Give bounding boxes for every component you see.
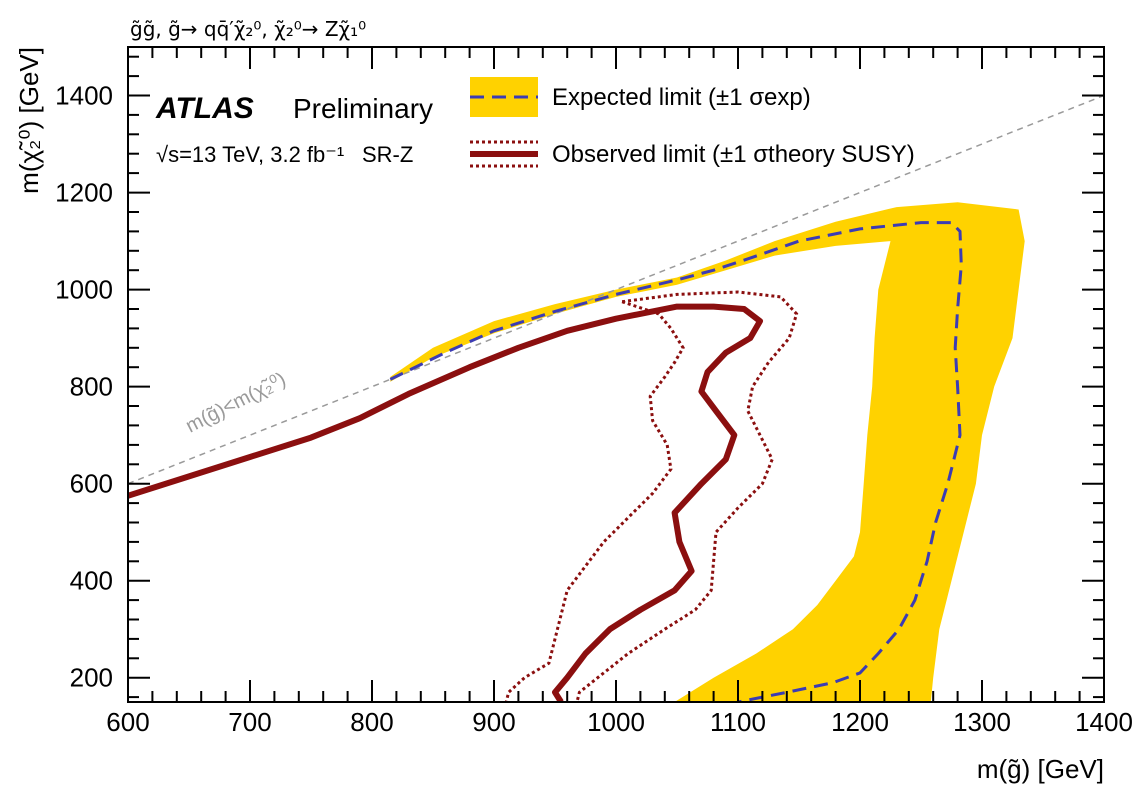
plot-area <box>128 94 1104 702</box>
energy-lumi-label: √s=13 TeV, 3.2 fb⁻¹ <box>156 142 344 167</box>
y-tick-label: 1200 <box>55 178 113 208</box>
legend-expected-label: Expected limit (±1 σexp) <box>552 84 811 111</box>
x-tick-label: 600 <box>106 707 149 737</box>
diagonal-label: m(g̃)<m(χ̃₂⁰) <box>182 368 289 437</box>
y-tick-label: 1000 <box>55 275 113 305</box>
atlas-label: ATLAS <box>155 92 254 125</box>
x-tick-label: 800 <box>350 707 393 737</box>
y-axis-ticks <box>128 55 1104 699</box>
x-tick-label: 1000 <box>587 707 645 737</box>
y-axis-title: m(χ̃₂⁰) [GeV] <box>14 47 44 194</box>
y-axis-tick-labels: 200 400 600 800 1000 1200 1400 <box>55 81 113 693</box>
x-tick-label: 1200 <box>831 707 889 737</box>
process-label: g̃g̃, g̃→ qq̄′χ̃₂⁰, χ̃₂⁰→ Zχ̃₁⁰ <box>130 17 366 41</box>
observed-theory-up-line <box>575 290 799 702</box>
expected-limit-line <box>389 221 963 702</box>
observed-limit-line <box>128 303 763 702</box>
x-tick-label: 1100 <box>710 707 766 737</box>
legend-observed-label: Observed limit (±1 σtheory SUSY) <box>552 141 915 168</box>
observed-theory-down-line <box>504 300 685 702</box>
y-tick-label: 200 <box>70 663 113 693</box>
legend: Expected limit (±1 σexp) Observed limit … <box>470 77 915 168</box>
signal-region-label: SR-Z <box>362 142 413 167</box>
x-axis-title: m(g̃) [GeV] <box>977 754 1104 784</box>
x-tick-label: 1400 <box>1075 707 1133 737</box>
y-tick-label: 800 <box>70 372 113 402</box>
y-tick-label: 1400 <box>55 81 113 111</box>
expected-limit-band <box>390 202 1025 702</box>
x-tick-label: 700 <box>228 707 271 737</box>
x-tick-label: 900 <box>472 707 515 737</box>
preliminary-label: Preliminary <box>293 93 433 124</box>
x-axis-tick-labels: 600 700 800 900 1000 1100 1200 1300 1400 <box>106 707 1133 737</box>
x-axis-ticks <box>127 47 1105 702</box>
y-tick-label: 400 <box>70 566 113 596</box>
y-tick-label: 600 <box>70 469 113 499</box>
x-tick-label: 1300 <box>953 707 1011 737</box>
